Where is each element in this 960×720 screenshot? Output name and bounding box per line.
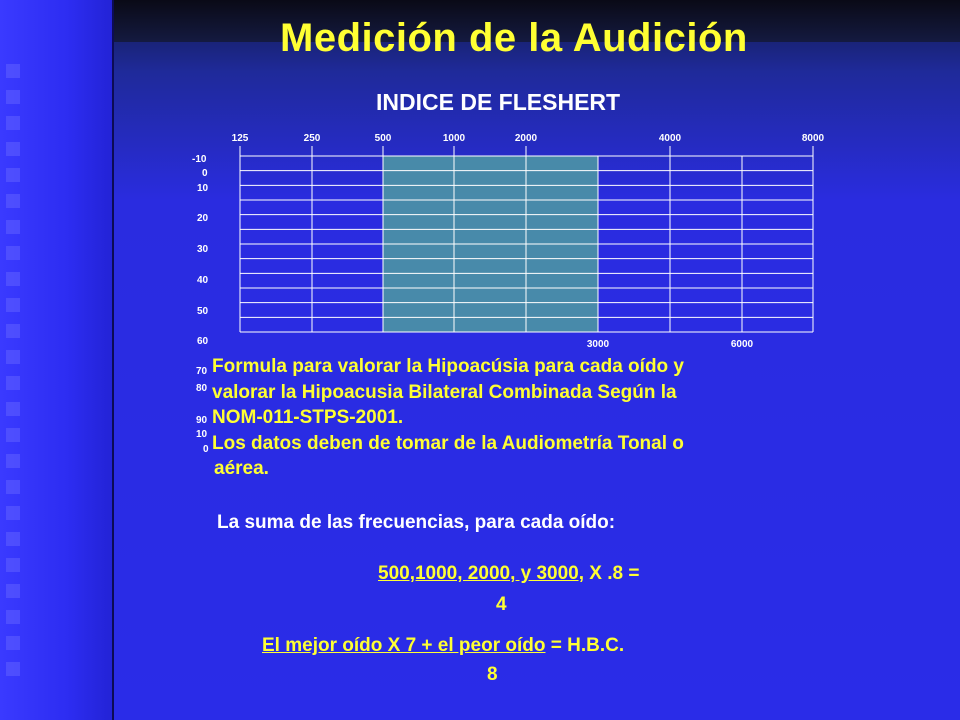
db-label-20: 20 <box>197 213 209 224</box>
tick-2000: 2000 <box>515 133 538 144</box>
tick-3000: 3000 <box>587 339 610 348</box>
formula-2-result: = H.B.C. <box>545 635 625 656</box>
formula-1-numerator: 500,1000, 2000, y 3000, <box>378 563 585 584</box>
left-decorative-strip <box>0 0 112 720</box>
slide-subtitle: INDICE DE FLESHERT <box>376 89 621 115</box>
formula-1-denominator: 4 <box>496 594 507 615</box>
top-dark-band <box>114 0 960 42</box>
tick-1000: 1000 <box>443 133 466 144</box>
db-label-100a: 10 <box>196 429 208 440</box>
db-label-100b: 0 <box>203 444 209 455</box>
formula-1-multiplier: X .8 = <box>584 563 640 584</box>
paragraph-line-1: Formula para valorar la Hipoacúsia para … <box>212 356 685 377</box>
paragraph-line-3: NOM-011-STPS-2001. <box>212 407 404 428</box>
tick-8000: 8000 <box>802 133 825 144</box>
formula-paragraph: Formula para valorar la Hipoacúsia para … <box>212 354 684 482</box>
vertical-grid <box>239 146 814 332</box>
formula-2-numerator: El mejor oído X 7 + el peor oído <box>262 635 546 656</box>
db-label-50: 50 <box>197 306 209 317</box>
formula-2: El mejor oído X 7 + el peor oído = H.B.C… <box>262 635 624 657</box>
formula-1: 500,1000, 2000, y 3000, X .8 = <box>378 563 639 585</box>
db-label-90: 90 <box>196 415 208 426</box>
db-label-0: 0 <box>202 168 208 179</box>
paragraph-line-5: aérea. <box>214 458 269 479</box>
db-label-60: 60 <box>197 336 209 347</box>
slide-title: Medición de la Audición <box>280 16 748 60</box>
db-label-40: 40 <box>197 275 209 286</box>
tick-4000: 4000 <box>659 133 682 144</box>
paragraph-line-2: valorar la Hipoacusia Bilateral Combinad… <box>212 381 677 403</box>
db-label-80: 80 <box>196 383 208 394</box>
tick-125: 125 <box>232 133 249 144</box>
tick-500: 500 <box>375 133 392 144</box>
tick-250: 250 <box>304 133 321 144</box>
audiogram-chart: 125 250 500 1000 2000 4000 8000 3000 600… <box>232 133 825 348</box>
formula-2-denominator: 8 <box>487 664 498 685</box>
paragraph-line-4: Los datos deben de tomar de la Audiometr… <box>212 432 684 454</box>
db-label-70: 70 <box>196 366 208 377</box>
sum-frequencies-line: La suma de las frecuencias, para cada oí… <box>217 512 616 533</box>
db-label-minus10: -10 <box>192 154 207 165</box>
left-separator <box>112 0 114 720</box>
db-label-10: 10 <box>197 183 209 194</box>
decorative-squares <box>6 64 26 688</box>
tick-6000: 6000 <box>731 339 754 348</box>
db-label-30: 30 <box>197 244 209 255</box>
